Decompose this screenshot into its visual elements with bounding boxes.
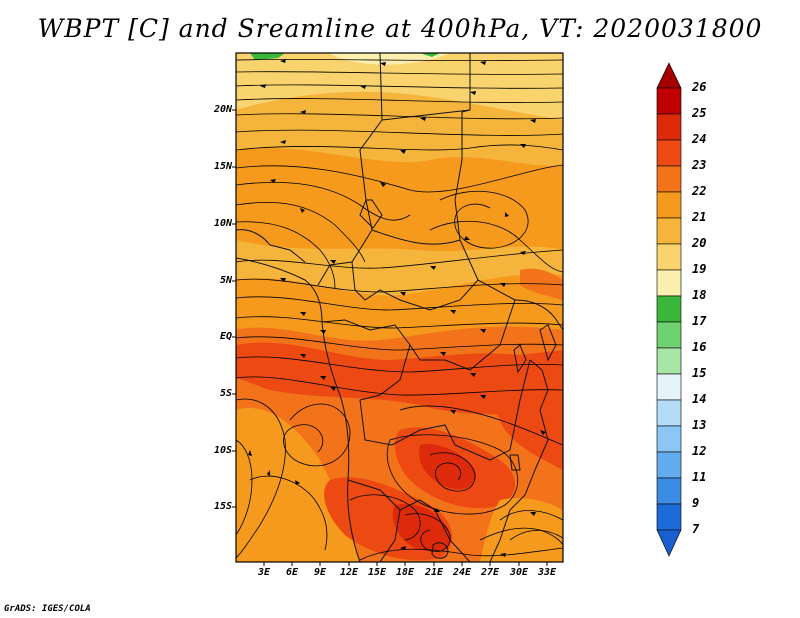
colorbar-label: 9 — [692, 496, 700, 510]
streamline-arrows — [248, 59, 546, 557]
lat-label-5n: 5N — [219, 275, 232, 286]
lat-label-15s: 15S — [213, 501, 232, 512]
map-title: WBPT [C] and Sreamline at 400hPa, VT: 20… — [37, 14, 763, 43]
colorbar-label: 17 — [692, 314, 707, 328]
lon-label-12e: 12E — [339, 567, 359, 578]
lon-label-30e: 30E — [509, 567, 529, 578]
colorbar-label: 19 — [692, 262, 707, 276]
colorbar-segment — [656, 139, 682, 167]
axis-ticks — [232, 109, 548, 566]
colorbar-segment — [656, 269, 682, 297]
lon-label-15e: 15E — [367, 567, 387, 578]
colorbar-label: 22 — [692, 184, 707, 198]
wbpt-shading — [236, 53, 563, 562]
colorbar-segment — [656, 399, 682, 427]
colorbar-segment — [656, 191, 682, 219]
colorbar-segment — [656, 503, 682, 531]
colorbar-segment — [656, 477, 682, 505]
lon-label-27e: 27E — [480, 567, 500, 578]
colorbar-bottom-triangle — [656, 529, 682, 557]
lat-label-eq: EQ — [219, 331, 232, 342]
colorbar-label: 11 — [692, 470, 707, 484]
lon-label-24e: 24E — [452, 567, 472, 578]
map-frame — [235, 52, 564, 563]
colorbar-segment — [656, 217, 682, 245]
colorbar-segment — [656, 87, 682, 115]
colorbar-segment — [656, 243, 682, 271]
lat-label-15n: 15N — [213, 161, 232, 172]
lon-label-9e: 9E — [313, 567, 327, 578]
colorbar-label: 20 — [692, 236, 707, 250]
colorbar-label: 16 — [692, 340, 707, 354]
grads-credit: GrADS: IGES/COLA — [4, 604, 91, 614]
lat-label-5s: 5S — [219, 388, 232, 399]
colorbar-top-triangle — [656, 62, 682, 89]
colorbar-label: 18 — [692, 288, 707, 302]
colorbar-segment — [656, 347, 682, 375]
lat-label-10n: 10N — [213, 218, 232, 229]
colorbar-segment — [656, 321, 682, 349]
lat-label-20n: 20N — [213, 104, 232, 115]
colorbar-segment — [656, 165, 682, 193]
colorbar-segment — [656, 373, 682, 401]
lon-label-33e: 33E — [537, 567, 557, 578]
colorbar-label: 21 — [692, 210, 707, 224]
colorbar-label: 26 — [692, 80, 707, 94]
lon-label-6e: 6E — [285, 567, 299, 578]
streamlines — [236, 59, 563, 561]
lon-label-18e: 18E — [395, 567, 415, 578]
colorbar-segment — [656, 425, 682, 453]
colorbar-segment — [656, 113, 682, 141]
colorbar-segment — [656, 451, 682, 479]
colorbar-label: 24 — [692, 132, 707, 146]
colorbar-label: 13 — [692, 418, 707, 432]
lat-label-10s: 10S — [213, 445, 232, 456]
country-borders — [236, 53, 563, 562]
colorbar-label: 14 — [692, 392, 707, 406]
colorbar-label: 23 — [692, 158, 707, 172]
lon-label-21e: 21E — [424, 567, 444, 578]
lon-label-3e: 3E — [257, 567, 271, 578]
colorbar — [656, 62, 682, 557]
colorbar-label: 12 — [692, 444, 707, 458]
colorbar-label: 7 — [692, 522, 700, 536]
colorbar-segment — [656, 295, 682, 323]
colorbar-label: 15 — [692, 366, 707, 380]
colorbar-label: 25 — [692, 106, 707, 120]
